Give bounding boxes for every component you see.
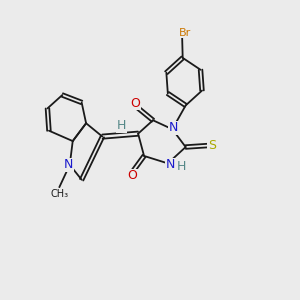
Text: H: H <box>176 160 186 173</box>
Text: S: S <box>208 139 216 152</box>
Text: O: O <box>127 169 137 182</box>
Text: O: O <box>130 97 140 110</box>
Text: N: N <box>169 121 178 134</box>
Text: N: N <box>64 158 73 171</box>
Text: H: H <box>117 119 127 132</box>
Text: CH₃: CH₃ <box>50 189 68 199</box>
Text: Br: Br <box>179 28 191 38</box>
Text: N: N <box>166 158 175 171</box>
